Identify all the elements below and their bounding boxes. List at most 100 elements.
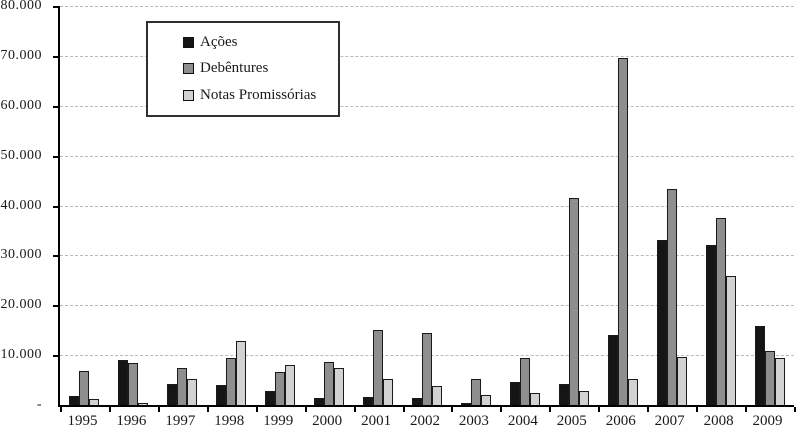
bar	[764, 350, 775, 405]
x-axis-label: 2009	[752, 413, 783, 429]
bar	[480, 394, 491, 405]
bar	[128, 363, 139, 405]
x-axis-tick	[108, 407, 111, 412]
bar	[69, 395, 80, 405]
bar	[666, 188, 677, 405]
x-axis-label: 2003	[458, 413, 489, 429]
x-axis-label: 1999	[263, 413, 294, 429]
plot-area	[53, 6, 796, 412]
bar	[568, 198, 579, 405]
notas-swatch-icon	[183, 90, 194, 102]
y-axis-label: 60.000	[0, 97, 42, 113]
x-axis-tick	[353, 407, 356, 412]
gridline	[60, 155, 794, 157]
gridline	[60, 255, 794, 257]
y-axis-label: -	[36, 397, 42, 412]
y-axis-labels: - 10.000 20.000 30.000 40.000 50.000 60.000 70.…	[0, 0, 50, 412]
x-axis-tick	[549, 407, 552, 412]
x-axis-tick	[255, 407, 258, 412]
y-axis-tick	[53, 105, 59, 108]
legend-item-notas: Notas Promissórias	[183, 87, 332, 104]
bar	[216, 384, 227, 405]
y-axis-label: 50.000	[0, 147, 42, 163]
y-axis-tick	[53, 255, 59, 258]
y-axis-label: 10.000	[0, 347, 42, 363]
y-axis-label: 70.000	[0, 47, 42, 63]
x-axis-label: 2001	[361, 413, 392, 429]
acoes-swatch-icon	[183, 36, 194, 48]
x-axis-tick	[598, 407, 601, 412]
bar	[167, 384, 178, 405]
bar	[383, 378, 394, 405]
bar	[177, 368, 188, 405]
y-axis-tick	[53, 155, 59, 158]
x-axis-label: 2005	[556, 413, 587, 429]
x-axis-label: 1998	[214, 413, 245, 429]
bar	[118, 359, 129, 405]
y-axis-tick	[53, 6, 59, 8]
bar	[373, 329, 384, 405]
y-axis-tick	[53, 205, 59, 208]
y-axis-tick	[53, 355, 59, 358]
bar	[226, 357, 237, 405]
bar	[314, 397, 325, 405]
bar	[79, 371, 90, 405]
bar	[529, 393, 540, 405]
x-axis-label: 1996	[116, 413, 147, 429]
x-axis-label: 2000	[312, 413, 343, 429]
bar	[236, 341, 247, 405]
legend-label-debentures: Debêntures	[200, 60, 269, 77]
bar	[412, 398, 422, 405]
gridline	[60, 205, 794, 207]
bar	[432, 385, 442, 405]
bar	[617, 58, 628, 405]
legend-item-acoes: Ações	[183, 34, 332, 51]
y-axis-label: 20.000	[0, 297, 42, 313]
bar	[519, 357, 530, 405]
bar	[363, 397, 374, 405]
bar	[460, 402, 471, 405]
y-axis-label: 40.000	[0, 197, 42, 213]
bar	[774, 358, 785, 405]
x-axis-tick	[647, 407, 650, 412]
legend-label-acoes: Ações	[200, 33, 238, 50]
bar	[285, 365, 296, 405]
legend-label-notas: Notas Promissórias	[200, 87, 317, 104]
bar	[558, 383, 569, 405]
x-axis-tick	[206, 407, 209, 412]
gridline	[60, 105, 794, 107]
x-axis-tick	[157, 407, 160, 412]
x-axis-tick	[60, 407, 62, 412]
bar	[422, 332, 432, 405]
bar	[265, 390, 276, 405]
bar	[725, 275, 736, 405]
x-axis-tick	[745, 407, 748, 412]
bar	[607, 335, 618, 405]
bar	[754, 325, 765, 405]
x-axis-label: 2006	[605, 413, 636, 429]
x-axis-label: 1997	[165, 413, 196, 429]
gridline	[60, 55, 794, 57]
bar	[470, 378, 481, 405]
bar	[138, 402, 149, 405]
gridline	[60, 6, 794, 7]
debentures-swatch-icon	[183, 63, 194, 75]
bar	[509, 382, 520, 405]
bar	[715, 218, 726, 405]
bar	[676, 357, 687, 405]
x-axis-tick	[304, 407, 307, 412]
bar	[705, 244, 716, 405]
bar	[334, 368, 345, 405]
bar	[578, 391, 589, 405]
x-axis-label: 2007	[654, 413, 685, 429]
bar	[187, 379, 198, 405]
y-axis-tick	[53, 305, 59, 308]
legend-item-debentures: Debêntures	[183, 60, 332, 77]
x-axis-tick	[696, 407, 699, 412]
bar	[656, 239, 667, 405]
x-axis-label: 1995	[67, 413, 98, 429]
x-axis-tick	[402, 407, 405, 412]
bar	[89, 399, 100, 405]
x-axis-label: 2004	[507, 413, 538, 429]
